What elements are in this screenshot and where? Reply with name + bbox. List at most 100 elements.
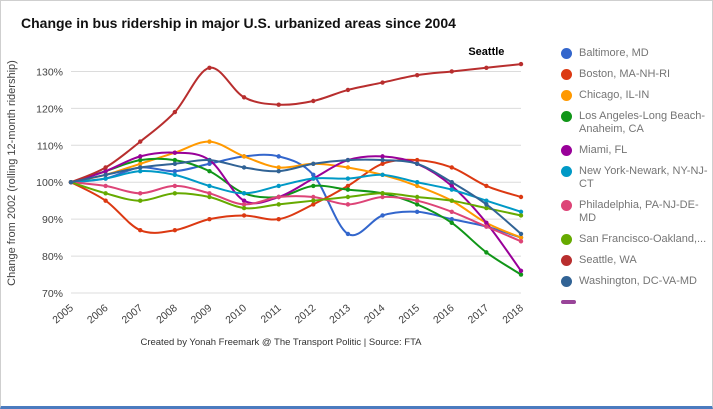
legend-item-2[interactable]: Chicago, IL-IN (561, 89, 709, 102)
legend-item-1[interactable]: Boston, MA-NH-RI (561, 68, 709, 81)
legend-extra-dash[interactable] (561, 296, 709, 304)
data-point[interactable] (103, 165, 108, 170)
data-point[interactable] (449, 180, 454, 185)
data-point[interactable] (241, 205, 247, 211)
data-point[interactable] (484, 198, 489, 203)
data-point[interactable] (241, 191, 247, 196)
data-point[interactable] (241, 198, 247, 203)
data-point[interactable] (345, 194, 351, 200)
data-point[interactable] (103, 172, 108, 178)
data-point[interactable] (449, 165, 454, 170)
data-point[interactable] (414, 198, 420, 203)
data-point[interactable] (172, 172, 178, 178)
data-point[interactable] (172, 183, 178, 189)
legend-item-6[interactable]: Philadelphia, PA-NJ-DE-MD (561, 199, 709, 225)
data-point[interactable] (138, 154, 143, 159)
data-point[interactable] (103, 198, 108, 203)
data-point[interactable] (207, 183, 212, 189)
series-line-2[interactable] (70, 140, 522, 239)
data-point[interactable] (518, 235, 524, 240)
data-point[interactable] (138, 228, 143, 233)
data-point[interactable] (311, 161, 316, 166)
legend-item-8[interactable]: Seattle, WA (561, 254, 709, 267)
data-point[interactable] (276, 202, 281, 207)
data-point[interactable] (207, 161, 212, 166)
data-point[interactable] (207, 191, 212, 196)
data-point[interactable] (449, 216, 454, 222)
data-point[interactable] (103, 168, 108, 174)
legend-item-3[interactable]: Los Angeles-Long Beach-Anaheim, CA (561, 110, 709, 136)
data-point[interactable] (138, 157, 143, 163)
series-line-5[interactable] (70, 170, 522, 213)
data-point[interactable] (518, 231, 524, 237)
data-point[interactable] (414, 157, 420, 163)
data-point[interactable] (207, 65, 212, 70)
data-point[interactable] (311, 202, 316, 207)
legend-item-9[interactable]: Washington, DC-VA-MD (561, 275, 709, 288)
data-point[interactable] (449, 220, 454, 226)
chart-canvas[interactable]: 70% 80% 90% 100% 110% 120% 130% 2005 2006 2007 200… (1, 35, 561, 335)
data-point[interactable] (207, 139, 212, 144)
data-point[interactable] (518, 268, 524, 274)
data-point[interactable] (276, 102, 281, 107)
data-point[interactable] (138, 191, 143, 196)
data-point[interactable] (414, 72, 420, 78)
data-point[interactable] (518, 61, 524, 67)
data-point[interactable] (449, 209, 454, 214)
data-point[interactable] (207, 216, 212, 222)
data-point[interactable] (380, 191, 385, 196)
data-point[interactable] (311, 194, 316, 200)
data-point[interactable] (484, 183, 489, 189)
data-point[interactable] (241, 202, 247, 207)
data-point[interactable] (68, 180, 74, 185)
data-point[interactable] (103, 183, 108, 189)
data-point[interactable] (345, 187, 351, 192)
data-point[interactable] (172, 157, 178, 163)
data-point[interactable] (414, 180, 420, 185)
data-point[interactable] (103, 176, 108, 181)
data-point[interactable] (345, 87, 351, 93)
data-point[interactable] (518, 213, 524, 218)
data-point[interactable] (345, 231, 351, 237)
legend-item-4[interactable]: Miami, FL (561, 144, 709, 157)
data-point[interactable] (172, 109, 178, 115)
data-point[interactable] (380, 213, 385, 218)
data-point[interactable] (241, 154, 247, 159)
data-point[interactable] (414, 194, 420, 200)
data-point[interactable] (518, 272, 524, 277)
data-point[interactable] (241, 165, 247, 170)
data-point[interactable] (380, 154, 385, 159)
data-point[interactable] (172, 168, 178, 174)
data-point[interactable] (311, 183, 316, 189)
data-point[interactable] (172, 228, 178, 233)
data-point[interactable] (138, 165, 143, 170)
data-point[interactable] (414, 183, 420, 189)
series-line-3[interactable] (70, 157, 522, 276)
series-line-6[interactable] (70, 181, 522, 243)
data-point[interactable] (345, 157, 351, 163)
data-point[interactable] (207, 157, 212, 163)
data-point[interactable] (138, 168, 143, 174)
data-point[interactable] (311, 176, 316, 181)
data-point[interactable] (449, 183, 454, 189)
data-point[interactable] (207, 168, 212, 174)
data-point[interactable] (207, 194, 212, 200)
data-point[interactable] (414, 161, 420, 166)
data-point[interactable] (518, 194, 524, 200)
data-point[interactable] (172, 150, 178, 155)
data-point[interactable] (311, 198, 316, 203)
data-point[interactable] (311, 172, 316, 178)
data-point[interactable] (276, 165, 281, 170)
series-line-1[interactable] (70, 158, 522, 234)
data-point[interactable] (484, 224, 489, 229)
data-point[interactable] (345, 202, 351, 207)
series-line-9[interactable] (70, 158, 522, 235)
data-point[interactable] (380, 157, 385, 163)
data-point[interactable] (484, 220, 489, 226)
series-line-4[interactable] (70, 151, 522, 272)
series-line-7[interactable] (70, 181, 522, 217)
data-point[interactable] (518, 239, 524, 244)
data-point[interactable] (449, 198, 454, 203)
data-point[interactable] (345, 183, 351, 189)
data-point[interactable] (276, 194, 281, 200)
